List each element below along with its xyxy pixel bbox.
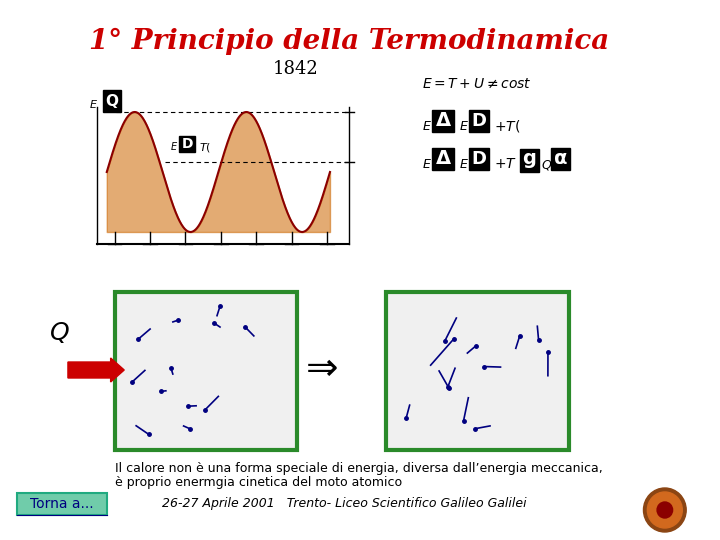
Bar xyxy=(387,292,569,450)
Text: $E$: $E$ xyxy=(459,120,469,133)
Text: $+ T$: $+ T$ xyxy=(494,157,517,171)
Text: 26-27 Aprile 2001   Trento- Liceo Scientifico Galileo Galilei: 26-27 Aprile 2001 Trento- Liceo Scientif… xyxy=(162,497,527,510)
Text: $Q$: $Q$ xyxy=(48,320,69,345)
Text: Torna a...: Torna a... xyxy=(30,497,94,511)
Text: $E = T + U \neq cost$: $E = T + U \neq cost$ xyxy=(422,77,532,91)
Text: $\mathbf{D}$: $\mathbf{D}$ xyxy=(181,137,193,151)
Text: $E$: $E$ xyxy=(422,158,432,171)
Text: Il calore non è una forma speciale di energia, diversa dall’energia meccanica,: Il calore non è una forma speciale di en… xyxy=(114,462,602,475)
FancyArrow shape xyxy=(68,358,125,382)
Text: $+ T($: $+ T($ xyxy=(494,118,521,133)
Text: $\mathbf{\Delta}$: $\mathbf{\Delta}$ xyxy=(435,112,452,130)
Text: $E$: $E$ xyxy=(89,98,99,110)
Text: è proprio enermgia cinetica del moto atomico: è proprio enermgia cinetica del moto ato… xyxy=(114,476,402,489)
Text: $Q$: $Q$ xyxy=(541,158,552,172)
Text: $T($: $T($ xyxy=(199,140,211,153)
Circle shape xyxy=(644,488,686,532)
Text: $E$: $E$ xyxy=(459,158,469,171)
Text: $\mathbf{Q}$: $\mathbf{Q}$ xyxy=(105,92,119,110)
Bar xyxy=(17,493,107,515)
Bar xyxy=(114,292,297,450)
Text: $E$: $E$ xyxy=(422,120,432,133)
Text: $\mathbf{\alpha}$: $\mathbf{\alpha}$ xyxy=(553,150,568,168)
Text: $\mathbf{g}$: $\mathbf{g}$ xyxy=(522,151,536,170)
Circle shape xyxy=(657,502,672,518)
Text: $\mathbf{D}$: $\mathbf{D}$ xyxy=(471,150,487,168)
Text: $E$: $E$ xyxy=(170,140,178,152)
Circle shape xyxy=(647,492,683,528)
Text: $\mathbf{\Delta}$: $\mathbf{\Delta}$ xyxy=(435,150,452,168)
Text: 1° Principio della Termodinamica: 1° Principio della Termodinamica xyxy=(89,28,610,55)
Text: $\Rightarrow$: $\Rightarrow$ xyxy=(298,349,338,387)
Text: 1842: 1842 xyxy=(273,60,319,78)
Text: $\mathbf{D}$: $\mathbf{D}$ xyxy=(471,112,487,130)
